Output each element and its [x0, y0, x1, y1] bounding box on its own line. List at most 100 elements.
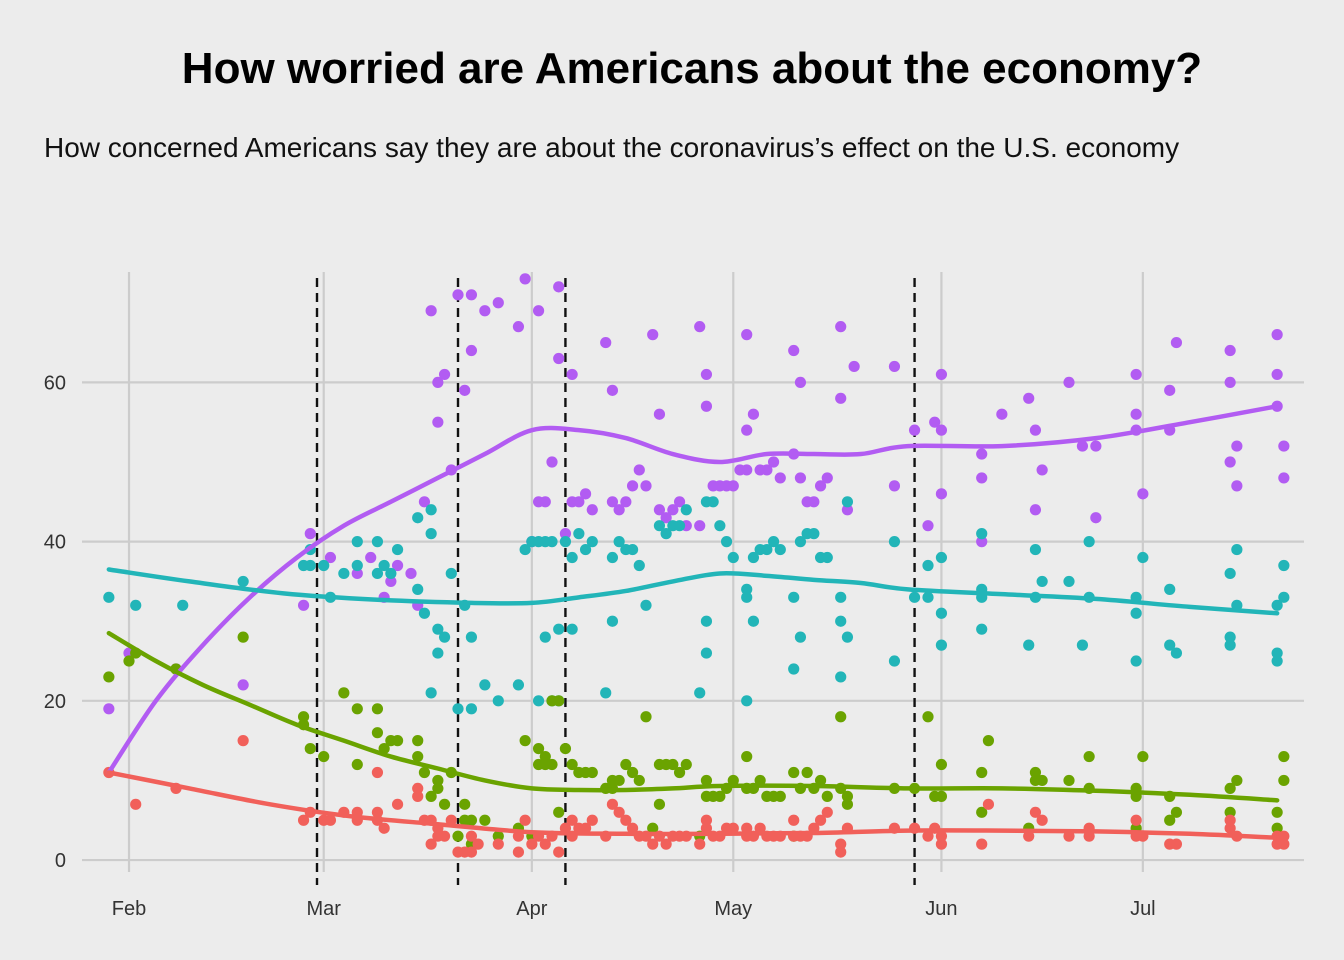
- data-point: [438, 798, 451, 810]
- data-point: [794, 376, 807, 388]
- x-tick-label: Mar: [306, 898, 341, 920]
- data-point: [559, 536, 572, 548]
- data-point: [237, 575, 249, 588]
- data-point: [694, 687, 706, 699]
- data-point: [620, 496, 632, 508]
- data-point: [479, 679, 491, 691]
- data-point: [808, 528, 820, 540]
- data-point: [546, 536, 558, 548]
- data-point: [465, 703, 478, 715]
- trend-line: [106, 630, 1280, 803]
- data-point: [566, 368, 578, 381]
- data-point: [667, 758, 679, 771]
- data-point: [982, 798, 995, 810]
- data-point: [539, 631, 551, 643]
- data-point: [727, 551, 739, 564]
- data-point: [1170, 806, 1183, 818]
- data-point: [425, 504, 437, 516]
- data-point: [566, 758, 578, 771]
- data-point: [573, 496, 585, 508]
- data-point: [526, 838, 538, 850]
- data-point: [841, 631, 854, 643]
- data-point: [606, 384, 619, 396]
- data-point: [922, 830, 934, 842]
- data-point: [700, 814, 713, 826]
- data-point: [324, 814, 337, 826]
- data-point: [539, 750, 551, 763]
- data-point: [1130, 655, 1142, 667]
- data-point: [452, 830, 464, 842]
- data-point: [714, 520, 726, 532]
- data-point: [935, 551, 948, 564]
- data-point: [1137, 488, 1149, 500]
- data-point: [412, 735, 424, 747]
- data-point: [788, 766, 800, 779]
- data-point: [566, 814, 578, 826]
- data-point: [788, 591, 800, 603]
- data-point: [788, 814, 800, 826]
- y-tick-label: 60: [44, 372, 66, 394]
- data-point: [633, 774, 645, 787]
- data-point: [653, 504, 666, 516]
- data-point: [680, 504, 692, 516]
- data-point: [1023, 639, 1035, 651]
- data-point: [848, 360, 860, 373]
- data-point: [1130, 408, 1142, 420]
- data-point: [741, 464, 753, 476]
- x-tick-label: Jun: [925, 898, 957, 920]
- data-point: [1130, 607, 1142, 619]
- data-point: [660, 838, 672, 850]
- data-point: [747, 615, 760, 627]
- data-point: [1271, 655, 1283, 667]
- data-point: [841, 504, 854, 516]
- data-point: [1224, 344, 1236, 357]
- chart-subtitle: How concerned Americans say they are abo…: [44, 132, 1180, 163]
- data-point: [647, 822, 659, 834]
- data-point: [700, 400, 713, 412]
- data-point: [103, 591, 115, 603]
- data-point: [1278, 830, 1290, 842]
- data-point: [821, 472, 833, 484]
- data-point: [418, 607, 431, 619]
- data-point: [1036, 774, 1048, 787]
- data-point: [640, 480, 652, 492]
- data-point: [647, 329, 659, 341]
- data-point: [519, 814, 531, 826]
- data-point: [801, 766, 813, 779]
- data-point: [492, 695, 504, 707]
- data-point: [673, 520, 686, 532]
- data-point: [1083, 750, 1095, 763]
- data-point: [559, 528, 572, 540]
- data-point: [553, 806, 565, 818]
- data-point: [351, 536, 363, 548]
- data-point: [1278, 472, 1290, 484]
- data-point: [935, 424, 948, 436]
- data-point: [660, 528, 672, 540]
- data-point: [747, 551, 760, 564]
- data-point: [888, 360, 901, 373]
- data-point: [1023, 392, 1035, 404]
- data-point: [579, 543, 592, 556]
- data-point: [492, 297, 504, 309]
- data-point: [1231, 440, 1243, 452]
- data-point: [814, 774, 827, 787]
- data-point: [546, 456, 558, 468]
- data-point: [465, 830, 478, 842]
- data-point: [378, 559, 390, 572]
- grid-lines: [82, 272, 1304, 872]
- data-point: [1130, 368, 1142, 381]
- data-point: [1278, 591, 1290, 603]
- data-point: [438, 830, 451, 842]
- data-point: [425, 687, 437, 699]
- data-point: [130, 599, 142, 611]
- data-point: [405, 567, 417, 580]
- data-point: [438, 631, 451, 643]
- data-point: [935, 758, 948, 771]
- data-point: [412, 750, 424, 763]
- data-point: [378, 822, 390, 834]
- data-point: [432, 623, 444, 635]
- data-point: [1090, 512, 1102, 524]
- data-point: [351, 703, 363, 715]
- data-points: [103, 273, 1290, 858]
- data-point: [841, 496, 854, 508]
